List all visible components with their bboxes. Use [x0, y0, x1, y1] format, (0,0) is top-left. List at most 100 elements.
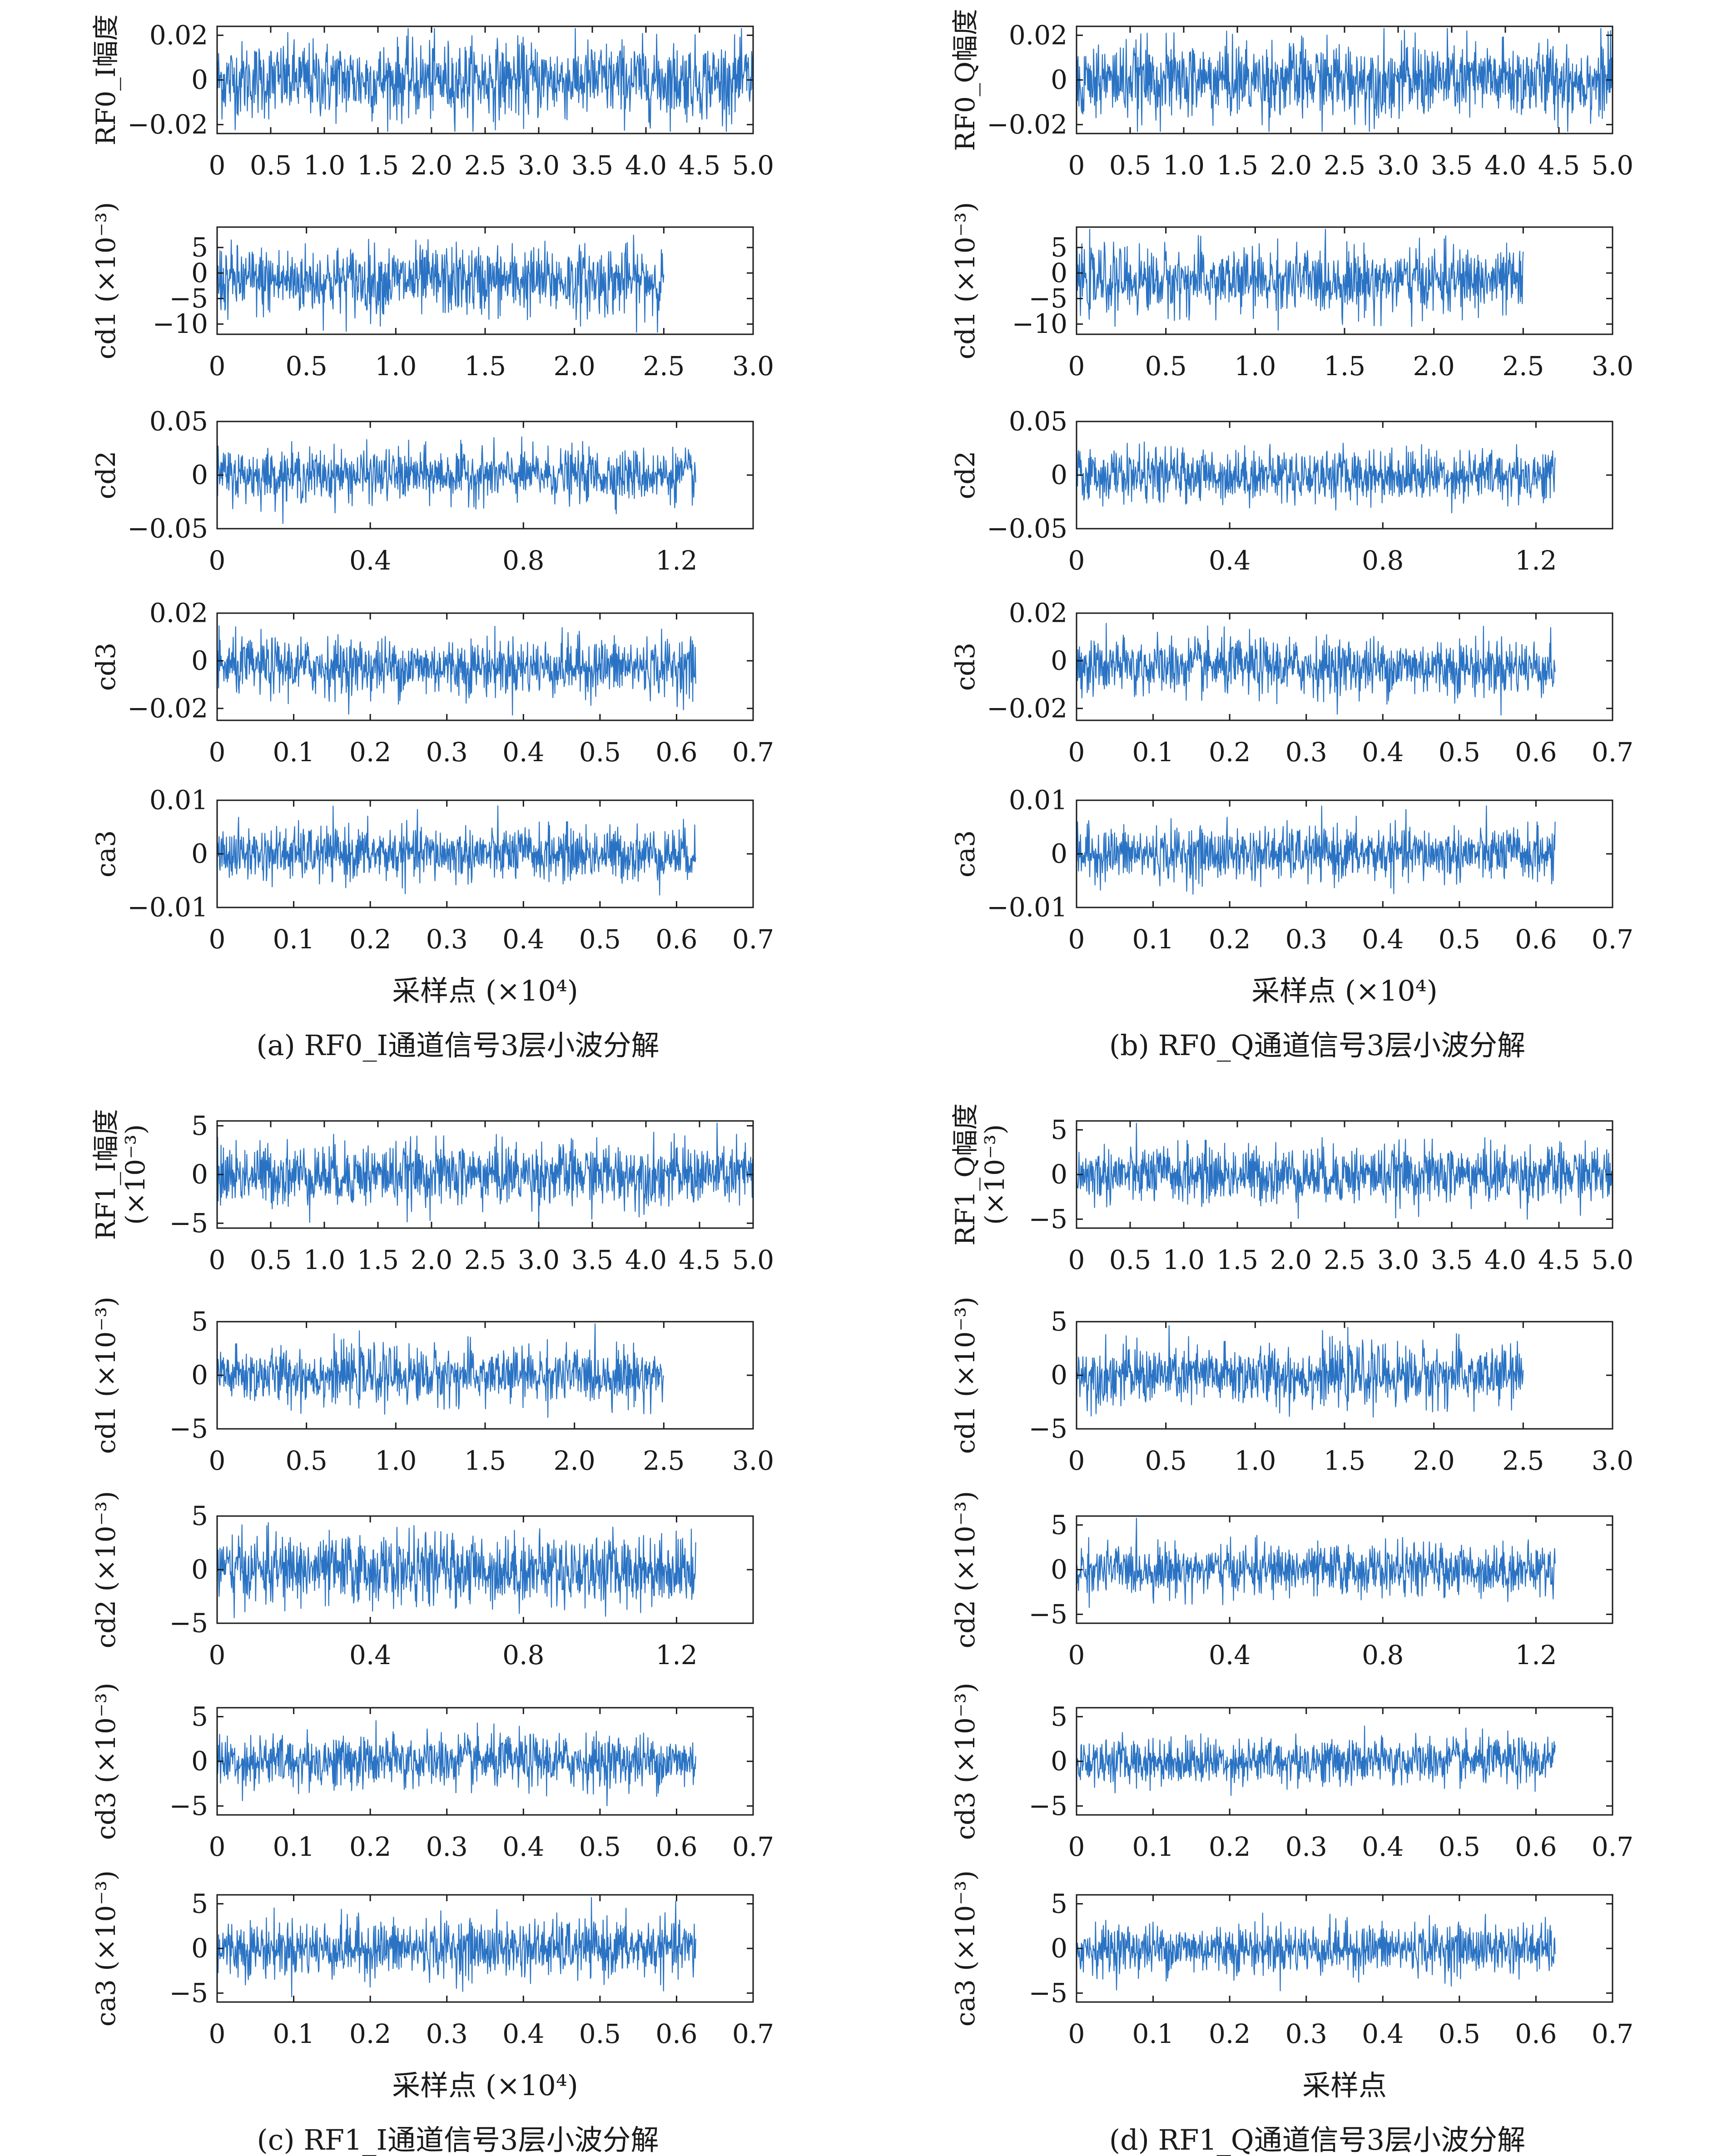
- x-tick-label: 1.0: [375, 1445, 417, 1476]
- signal-trace-cd2: [216, 1522, 696, 1618]
- y-axis-label-unit: (×10⁻³): [120, 1124, 151, 1225]
- y-tick-label: −5: [169, 1208, 208, 1239]
- y-tick-label: 0: [191, 258, 208, 288]
- y-axis-label: RF0_Q幅度: [950, 9, 981, 151]
- x-tick-label: 0.4: [502, 737, 544, 768]
- y-tick-label: 0: [191, 1746, 208, 1777]
- y-tick-label: 0.02: [149, 20, 208, 50]
- signal-trace-cd3: [216, 1720, 696, 1806]
- x-tick-label: 0: [209, 1640, 226, 1670]
- x-tick-label: 2.5: [1324, 1244, 1365, 1275]
- x-tick-label: 0.7: [1592, 924, 1633, 955]
- x-tick-label: 0.4: [1362, 2018, 1404, 2049]
- x-tick-label: 0.6: [655, 2018, 697, 2049]
- y-axis-label: cd3 (×10⁻³): [950, 1683, 981, 1840]
- x-tick-label: 3.5: [571, 150, 613, 181]
- y-axis-label: ca3: [950, 830, 981, 877]
- y-axis-label: ca3: [90, 830, 121, 877]
- x-tick-label: 0.5: [579, 924, 621, 955]
- x-tick-label: 3.0: [1377, 150, 1419, 181]
- x-tick-label: 1.5: [1216, 150, 1258, 181]
- axes-frame: [216, 25, 754, 134]
- x-tick-label: 0.3: [426, 1831, 468, 1862]
- x-tick-label: 0.5: [1109, 150, 1151, 181]
- y-tick-label: 5: [1051, 1306, 1067, 1337]
- x-tick-label: 0.2: [1209, 1831, 1251, 1862]
- y-tick-label: 0.01: [1009, 785, 1067, 816]
- x-tick-label: 2.5: [643, 351, 685, 382]
- y-tick-label: 0: [191, 1360, 208, 1391]
- y-tick-label: 0: [191, 1159, 208, 1190]
- x-tick-label: 0.1: [273, 737, 314, 768]
- y-axis-label-unit: (×10⁻³): [979, 1124, 1010, 1225]
- y-axis-label: cd3: [90, 643, 121, 691]
- y-tick-label: −5: [169, 1413, 208, 1444]
- signal-trace-RF1_I: [216, 1122, 754, 1224]
- y-tick-label: 0: [1051, 1159, 1067, 1190]
- y-axis-label: cd1 (×10⁻³): [90, 1297, 121, 1454]
- y-tick-label: 0: [1051, 64, 1067, 95]
- x-tick-label: 0: [1068, 1640, 1085, 1670]
- signal-trace-ca3: [216, 1897, 696, 1997]
- x-tick-label: 0.5: [1109, 1244, 1151, 1275]
- y-axis-label: cd2 (×10⁻³): [90, 1491, 121, 1648]
- x-tick-label: 1.0: [303, 150, 345, 181]
- x-tick-label: 3.0: [518, 150, 560, 181]
- y-tick-label: −5: [1029, 1790, 1068, 1821]
- y-tick-label: −5: [169, 1608, 208, 1639]
- x-tick-label: 5.0: [732, 1244, 774, 1275]
- y-tick-label: 0: [191, 645, 208, 676]
- x-tick-label: 0.1: [1132, 737, 1174, 768]
- x-tick-label: 2.5: [1502, 351, 1544, 382]
- x-tick-label: 0.5: [250, 150, 292, 181]
- x-tick-label: 1.5: [357, 150, 399, 181]
- x-tick-label: 0.3: [1285, 2018, 1327, 2049]
- x-tick-label: 0.5: [1439, 1831, 1480, 1862]
- x-tick-label: 0.5: [1145, 1445, 1187, 1476]
- x-tick-label: 2.0: [411, 1244, 452, 1275]
- y-tick-label: −0.02: [127, 109, 208, 140]
- x-tick-label: 3.0: [732, 351, 774, 382]
- y-tick-label: 0: [1051, 1933, 1067, 1964]
- x-tick-label: 0.2: [1209, 737, 1251, 768]
- x-tick-label: 2.0: [411, 150, 452, 181]
- signal-trace-cd2: [1076, 441, 1556, 514]
- y-tick-label: 0: [191, 1933, 208, 1964]
- y-tick-label: −10: [1012, 308, 1067, 339]
- x-tick-label: 3.0: [518, 1244, 560, 1275]
- y-tick-label: 0: [191, 838, 208, 869]
- x-tick-label: 1.0: [1234, 351, 1276, 382]
- x-tick-label: 1.5: [464, 1445, 506, 1476]
- x-tick-label: 2.0: [1270, 150, 1312, 181]
- y-tick-label: −5: [1029, 1204, 1068, 1234]
- x-tick-label: 0.3: [1285, 924, 1327, 955]
- x-tick-label: 0: [209, 351, 226, 382]
- signal-trace-cd1: [1076, 1325, 1524, 1418]
- y-tick-label: −0.02: [127, 693, 208, 724]
- x-tick-label: 0: [209, 924, 226, 955]
- x-tick-label: 0.5: [250, 1244, 292, 1275]
- x-tick-label: 1.0: [1234, 1445, 1276, 1476]
- x-tick-label: 3.5: [1431, 1244, 1473, 1275]
- x-tick-label: 1.5: [1216, 1244, 1258, 1275]
- y-tick-label: 5: [1051, 1888, 1067, 1919]
- y-tick-label: 0.02: [1009, 20, 1067, 50]
- x-tick-label: 0.5: [579, 2018, 621, 2049]
- y-tick-label: 0.01: [149, 785, 208, 816]
- x-tick-label: 0.7: [732, 737, 774, 768]
- y-tick-label: 5: [1051, 232, 1067, 263]
- x-tick-label: 0.2: [1209, 924, 1251, 955]
- signal-trace-cd1: [1076, 228, 1524, 331]
- x-tick-label: 0: [209, 545, 226, 576]
- x-tick-label: 0.4: [1362, 1831, 1404, 1862]
- x-tick-label: 0.2: [349, 2018, 391, 2049]
